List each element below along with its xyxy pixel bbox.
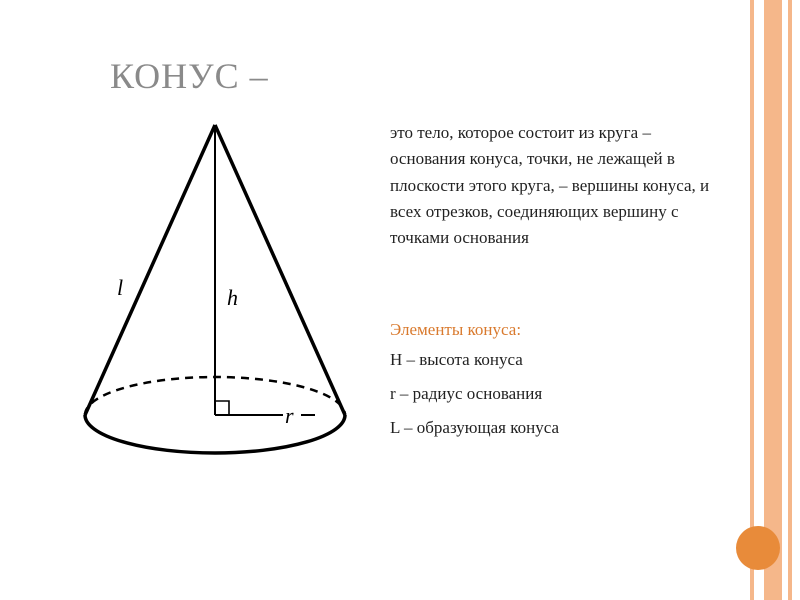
element-r: r – радиус основания	[390, 384, 559, 404]
label-h: h	[227, 285, 238, 310]
decorative-circle	[736, 526, 780, 570]
stripe	[764, 0, 782, 600]
stripe	[788, 0, 792, 600]
stripe-gap	[754, 0, 764, 600]
elements-heading: Элементы конуса:	[390, 320, 521, 340]
cone-base-front	[85, 415, 345, 453]
right-angle-marker	[215, 401, 229, 415]
cone-diagram: l h r	[55, 105, 375, 475]
cone-slant-left	[85, 125, 215, 415]
element-l: L – образующая конуса	[390, 418, 559, 438]
element-h: H – высота конуса	[390, 350, 559, 370]
definition-text: это тело, которое состоит из круга – осн…	[390, 120, 730, 252]
label-l: l	[117, 275, 123, 300]
elements-list: H – высота конуса r – радиус основания L…	[390, 350, 559, 452]
page-title: КОНУС –	[110, 55, 269, 97]
decorative-stripes	[750, 0, 800, 600]
cone-slant-right	[215, 125, 345, 415]
label-r: r	[285, 403, 294, 428]
